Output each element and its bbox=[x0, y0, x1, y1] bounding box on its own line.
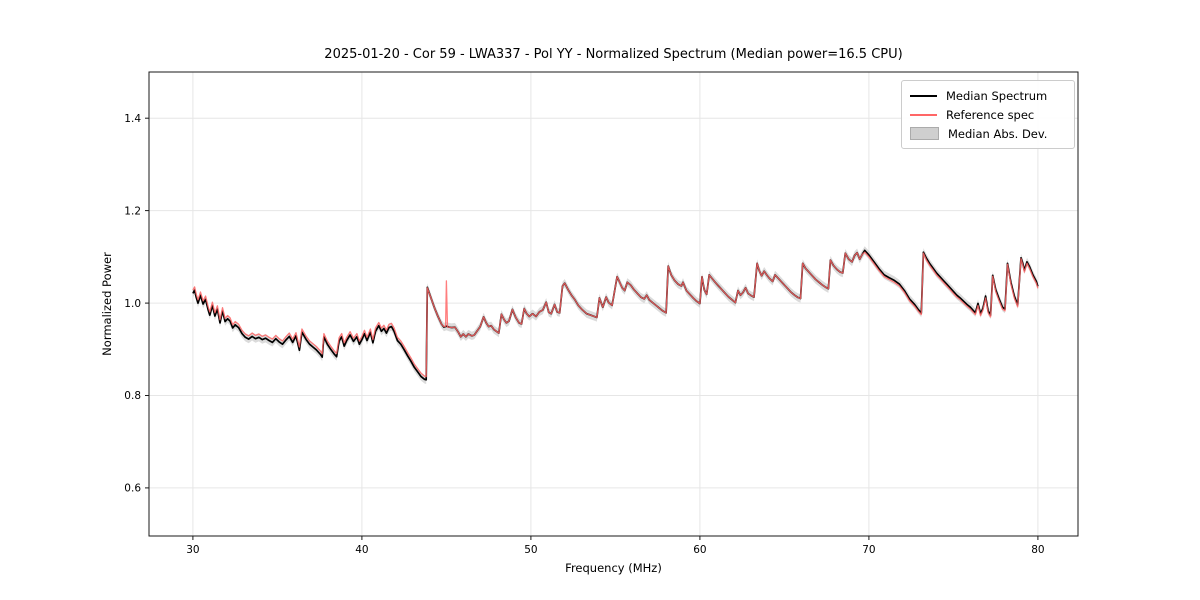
legend-entry-mad: Median Abs. Dev. bbox=[910, 124, 1066, 143]
x-tick-label: 30 bbox=[186, 544, 199, 556]
y-tick-label: 1.2 bbox=[124, 205, 141, 217]
legend-label-mad: Median Abs. Dev. bbox=[948, 126, 1048, 141]
axes-spines bbox=[148, 71, 1079, 537]
y-tick-label: 1.0 bbox=[124, 298, 141, 310]
mad-band-swatch bbox=[910, 127, 939, 140]
y-tick-label: 0.8 bbox=[124, 390, 141, 402]
x-tick-label: 60 bbox=[693, 544, 706, 556]
x-tick-label: 80 bbox=[1031, 544, 1044, 556]
mad-band bbox=[192, 246, 1038, 384]
median-line-swatch bbox=[910, 94, 937, 97]
x-tick-label: 70 bbox=[862, 544, 875, 556]
x-axis-label: Frequency (MHz) bbox=[565, 561, 662, 575]
legend-label-reference: Reference spec bbox=[946, 107, 1035, 122]
legend: Median Spectrum Reference spec Median Ab… bbox=[901, 80, 1075, 149]
median-spectrum-line bbox=[192, 249, 1039, 381]
reference-line-swatch bbox=[910, 113, 937, 116]
legend-label-median: Median Spectrum bbox=[946, 88, 1048, 103]
legend-entry-median: Median Spectrum bbox=[910, 86, 1066, 105]
x-tick-label: 50 bbox=[524, 544, 537, 556]
y-tick-label: 1.4 bbox=[124, 113, 141, 125]
legend-entry-reference: Reference spec bbox=[910, 105, 1066, 124]
chart-title: 2025-01-20 - Cor 59 - LWA337 - Pol YY - … bbox=[324, 47, 903, 62]
y-axis-label: Normalized Power bbox=[100, 252, 114, 356]
x-tick-label: 40 bbox=[355, 544, 368, 556]
y-tick-label: 0.6 bbox=[124, 483, 141, 495]
reference-spec-line bbox=[192, 251, 1039, 378]
